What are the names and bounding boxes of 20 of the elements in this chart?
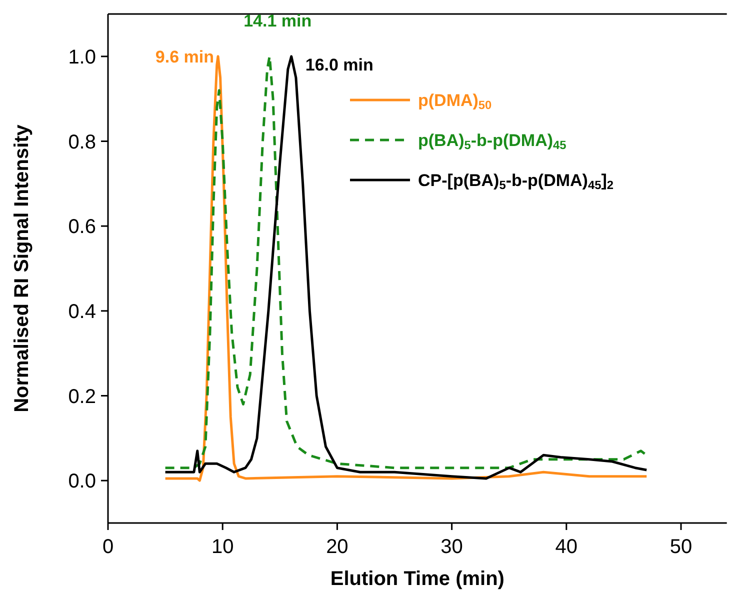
y-tick-label: 0.4 [68, 300, 96, 323]
annotation: 16.0 min [305, 55, 374, 74]
y-tick-label: 0.2 [68, 386, 96, 408]
legend-label: p(BA)$_{5}$-b-p(DMA)$_{45}$ [418, 131, 567, 152]
legend-label: CP-[p(BA)$_{5}$-b-p(DMA)$_{45}$]$_{2}$ [418, 171, 614, 192]
annotation: 9.6 min [155, 47, 214, 66]
x-tick-label: 30 [440, 536, 463, 558]
y-tick-label: 1.0 [68, 46, 96, 68]
y-tick-label: 0.0 [68, 470, 96, 493]
y-tick-label: 0.8 [68, 131, 96, 154]
y-tick-label: 0.6 [68, 216, 96, 238]
x-tick-label: 50 [670, 536, 692, 558]
x-tick-label: 10 [211, 536, 234, 558]
annotation: 14.1 min [244, 11, 312, 30]
y-axis-title: Normalised RI Signal Intensity [11, 124, 33, 412]
x-axis-title: Elution Time (min) [330, 568, 504, 590]
x-tick-label: 40 [555, 536, 578, 558]
x-tick-label: 20 [326, 536, 348, 558]
x-tick-label: 0 [102, 536, 114, 558]
legend-label: p(DMA)$_{50}$ [418, 91, 492, 112]
